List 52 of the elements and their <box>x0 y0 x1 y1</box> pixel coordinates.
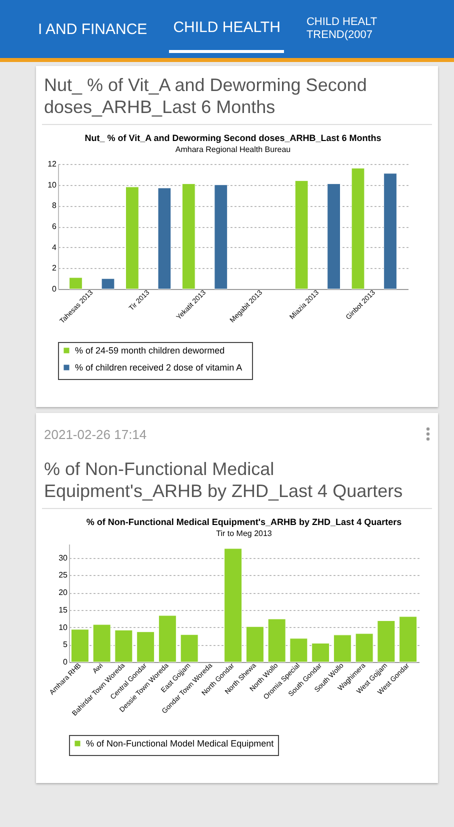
bar <box>327 184 341 290</box>
text: CHILD HEALTH <box>169 5 284 53</box>
bar <box>224 548 242 662</box>
bar <box>384 173 397 290</box>
text: Nut_ % of Vit_A and Deworming Second doses_ARHB_Last 6 Months <box>42 72 432 125</box>
bar <box>180 634 198 662</box>
text: CHILD HEALT TREND(2007 <box>306 16 378 42</box>
bar <box>268 618 286 662</box>
y-tick-label: 10 <box>48 180 58 190</box>
bar <box>92 624 111 662</box>
bar <box>377 620 396 662</box>
y-tick-label: 10 <box>58 622 68 632</box>
y-tick-label: 25 <box>58 570 68 580</box>
chart-subtitle: Amhara Regional Health Bureau <box>175 145 291 154</box>
legend-label: % of children received 2 dose of vitamin A <box>75 362 242 372</box>
y-tick-label: 5 <box>63 640 68 650</box>
text: % of Non-Functional Medical Equipment's_ARHB by ZHD_Last 4 Quarters <box>42 456 432 509</box>
bar <box>355 633 374 662</box>
chart-subtitle: Tir to Meg 2013 <box>216 529 272 538</box>
bar <box>69 277 82 290</box>
y-tick-label: 15 <box>58 605 68 614</box>
y-tick-label: 0 <box>63 658 68 666</box>
bar <box>294 180 308 290</box>
bar <box>158 188 172 290</box>
text: I AND FINANCE <box>38 20 148 38</box>
y-tick-label: 8 <box>52 201 58 210</box>
bar <box>136 632 155 662</box>
bar <box>158 615 176 662</box>
bar <box>114 630 133 662</box>
bar <box>70 629 89 662</box>
legend-label: % of Non-Functional Model Medical Equipment <box>86 738 274 748</box>
bar <box>246 626 264 662</box>
y-tick-label: 12 <box>48 160 58 168</box>
y-tick-label: 4 <box>52 242 58 252</box>
y-tick-label: 20 <box>58 588 68 598</box>
bar <box>182 184 196 290</box>
legend-label: % of 24-59 month children dewormed <box>75 346 225 356</box>
y-tick-label: 0 <box>52 284 58 294</box>
y-tick-label: 30 <box>58 553 68 562</box>
bar <box>312 643 330 662</box>
bar <box>399 616 418 662</box>
bar <box>333 634 352 662</box>
chart-title: Nut_ % of Vit_A and Deworming Second doses_ARHB_Last 6 Months <box>84 133 382 143</box>
bar <box>125 186 139 290</box>
bar <box>351 168 365 290</box>
y-tick-label: 6 <box>52 222 58 231</box>
text: 2021-02-26 17:14 <box>44 427 147 442</box>
y-tick-label: 2 <box>52 264 58 273</box>
bar <box>214 184 228 290</box>
bar <box>101 278 115 290</box>
bar <box>290 638 308 662</box>
chart-title: % of Non-Functional Medical Equipment's_ARHB by ZHD_Last 4 Quarters <box>86 517 402 527</box>
